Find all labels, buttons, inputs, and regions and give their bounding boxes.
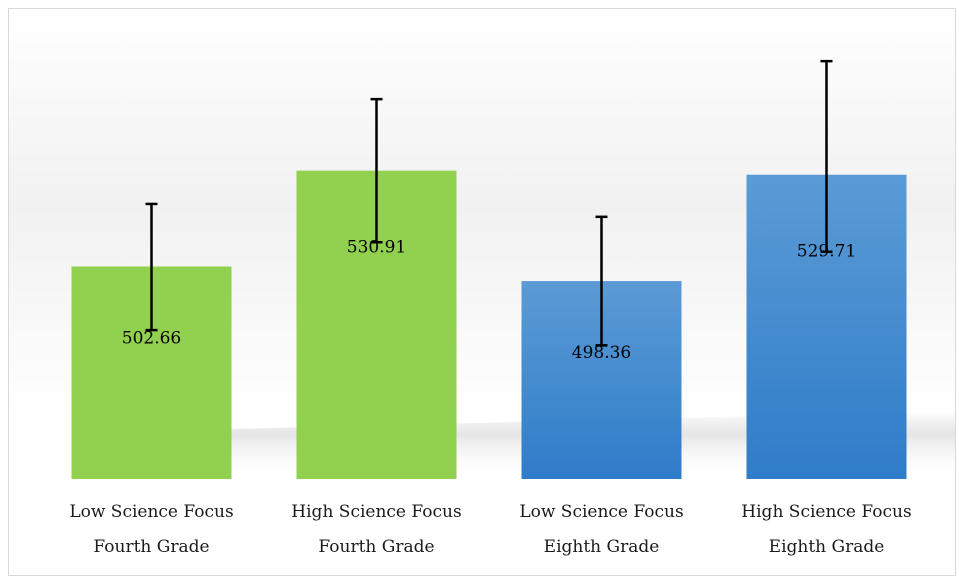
error-bar-3 [595, 215, 608, 347]
category-label-4-line-2: Eighth Grade [768, 537, 885, 557]
value-label-2: 530.91 [347, 238, 406, 258]
category-label-3-line-2: Eighth Grade [543, 537, 660, 557]
category-label-2-line-1: High Science Focus [291, 502, 462, 522]
value-label-3: 498.36 [572, 343, 631, 363]
error-bar-1 [145, 202, 158, 332]
category-label-1-line-2: Fourth Grade [93, 537, 210, 557]
floor-shadow [72, 411, 955, 479]
category-label-4-line-1: High Science Focus [741, 502, 912, 522]
category-label-1-line-1: Low Science Focus [69, 502, 234, 522]
error-bar-4 [820, 59, 833, 254]
category-label-3-line-1: Low Science Focus [519, 502, 684, 522]
value-label-1: 502.66 [122, 328, 181, 348]
category-label-2-line-2: Fourth Grade [318, 537, 435, 557]
error-bar-2 [370, 97, 383, 244]
